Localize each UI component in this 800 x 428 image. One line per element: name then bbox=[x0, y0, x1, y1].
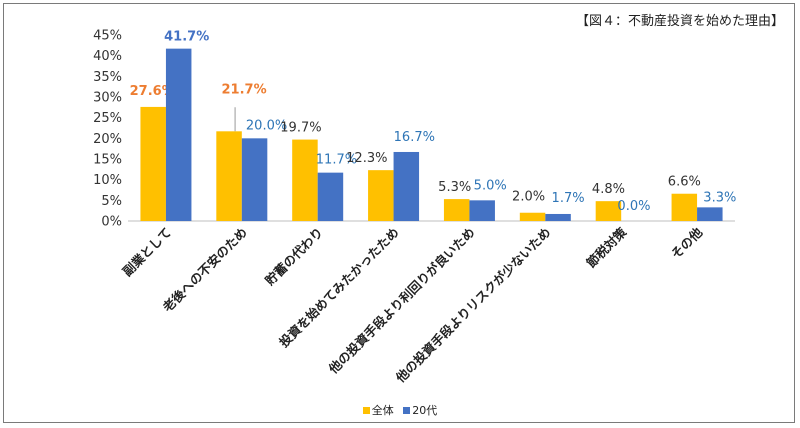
data-label-20s: 0.0% bbox=[617, 199, 650, 214]
data-label-20s: 20.0% bbox=[246, 118, 287, 133]
data-label-total: 4.8% bbox=[592, 182, 625, 197]
y-tick-label: 25% bbox=[93, 111, 122, 126]
bar-total bbox=[595, 201, 622, 221]
data-label-20s: 5.0% bbox=[474, 178, 507, 193]
data-label-20s: 1.7% bbox=[552, 191, 585, 206]
bar-total bbox=[519, 212, 546, 221]
y-tick-label: 15% bbox=[93, 153, 122, 168]
data-label-total: 27.6% bbox=[130, 84, 175, 99]
legend-swatch-20s bbox=[403, 406, 411, 414]
category-label: 他の投資手段よりリスクが少ないため bbox=[392, 225, 553, 386]
bar-total bbox=[140, 106, 166, 221]
category-label: 貯蓄の代わり bbox=[262, 225, 326, 289]
legend-swatch-total bbox=[362, 406, 370, 414]
legend-item-20s: 20代 bbox=[403, 402, 437, 418]
data-label-20s: 41.7% bbox=[164, 30, 209, 45]
legend: 全体 20代 bbox=[0, 402, 800, 418]
bar-20s bbox=[165, 48, 192, 221]
bar-total bbox=[368, 170, 394, 221]
legend-label-20s: 20代 bbox=[412, 404, 438, 417]
y-tick-label: 20% bbox=[93, 132, 122, 147]
data-label-20s: 3.3% bbox=[703, 190, 736, 205]
data-label-20s: 11.7% bbox=[316, 153, 357, 168]
category-label: 節税対策 bbox=[583, 224, 629, 270]
data-label-total: 2.0% bbox=[512, 190, 545, 205]
bar-20s bbox=[317, 172, 344, 221]
y-tick-label: 10% bbox=[93, 173, 122, 188]
bar-total bbox=[216, 131, 242, 221]
bar-total bbox=[671, 193, 698, 221]
y-tick-label: 35% bbox=[93, 70, 122, 85]
bar-20s bbox=[393, 151, 420, 221]
bar-20s bbox=[545, 213, 571, 221]
bar-total bbox=[443, 199, 470, 221]
y-tick-label: 30% bbox=[93, 91, 122, 106]
category-label: 副業として bbox=[120, 225, 175, 280]
legend-item-total: 全体 bbox=[362, 402, 394, 418]
chart-title: 【図４：不動産投資を始めた理由】 bbox=[575, 14, 784, 29]
data-label-20s: 16.7% bbox=[394, 130, 435, 145]
data-label-total: 12.3% bbox=[346, 151, 387, 166]
y-tick-label: 5% bbox=[101, 194, 122, 209]
category-label: 老後への不安のため bbox=[159, 225, 250, 316]
legend-label-total: 全体 bbox=[371, 404, 394, 417]
bar-total bbox=[292, 139, 318, 221]
data-label-total: 21.7% bbox=[222, 82, 267, 97]
bar-20s bbox=[697, 207, 723, 221]
y-tick-label: 0% bbox=[101, 215, 122, 230]
bar-20s bbox=[241, 138, 268, 221]
category-label: その他 bbox=[668, 224, 705, 261]
y-tick-label: 40% bbox=[93, 49, 122, 64]
bar-20s bbox=[469, 200, 495, 221]
data-label-total: 5.3% bbox=[438, 180, 471, 195]
y-tick-label: 45% bbox=[93, 29, 122, 44]
category-label: 他の投資手段より利回りが良いため bbox=[325, 225, 478, 378]
data-label-total: 6.6% bbox=[668, 175, 701, 190]
data-label-total: 19.7% bbox=[280, 121, 321, 136]
